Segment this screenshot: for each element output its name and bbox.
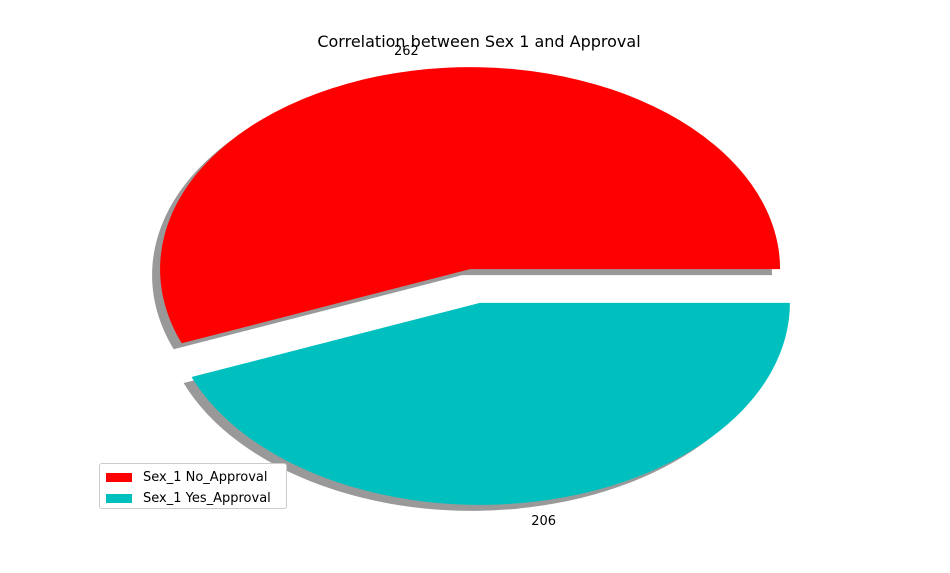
legend-item-no-approval: Sex_1 No_Approval [106,469,267,485]
legend-label-no-approval: Sex_1 No_Approval [143,469,268,485]
pie-data-labels: 262 206 [394,44,556,529]
pie-slice-yes-approval [191,302,790,505]
legend-label-yes-approval: Sex_1 Yes_Approval [143,490,271,506]
pie-slices [160,67,790,505]
legend: Sex_1 No_Approval Sex_1 Yes_Approval [99,463,287,509]
chart-title: Correlation between Sex 1 and Approval [317,32,640,51]
pie-data-label-yes-approval: 206 [531,514,556,529]
legend-swatch-no-approval [106,472,132,482]
legend-swatch-yes-approval [106,493,132,503]
pie-slice-no-approval [160,67,781,344]
legend-item-yes-approval: Sex_1 Yes_Approval [106,490,271,506]
pie-data-label-no-approval: 262 [394,44,419,59]
